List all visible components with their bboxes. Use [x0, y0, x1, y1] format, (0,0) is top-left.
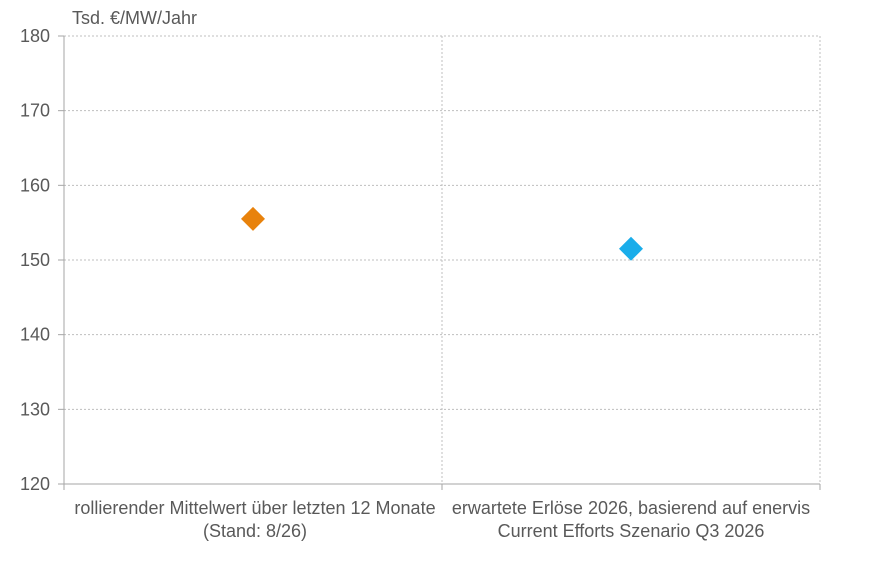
y-axis-unit-label: Tsd. €/MW/Jahr	[72, 8, 198, 28]
y-tick-label: 160	[20, 175, 50, 195]
data-point-diamond-1	[619, 236, 643, 261]
x-category-label-0: rollierender Mittelwert über letzten 12 …	[74, 498, 436, 541]
data-points	[241, 206, 643, 261]
y-tick-label: 180	[20, 26, 50, 46]
data-point-diamond-0	[241, 206, 265, 231]
x-category-label-1: erwartete Erlöse 2026, basierend auf ene…	[451, 498, 811, 541]
y-tick-label: 130	[20, 399, 50, 419]
y-tick-label: 150	[20, 250, 50, 270]
y-tick-label: 170	[20, 101, 50, 121]
y-tick-labels: 120 130 140 150 160 170 180	[20, 26, 50, 494]
y-tick-label: 140	[20, 325, 50, 345]
axes	[58, 35, 821, 490]
grid-lines	[64, 35, 821, 484]
y-tick-label: 120	[20, 474, 50, 494]
